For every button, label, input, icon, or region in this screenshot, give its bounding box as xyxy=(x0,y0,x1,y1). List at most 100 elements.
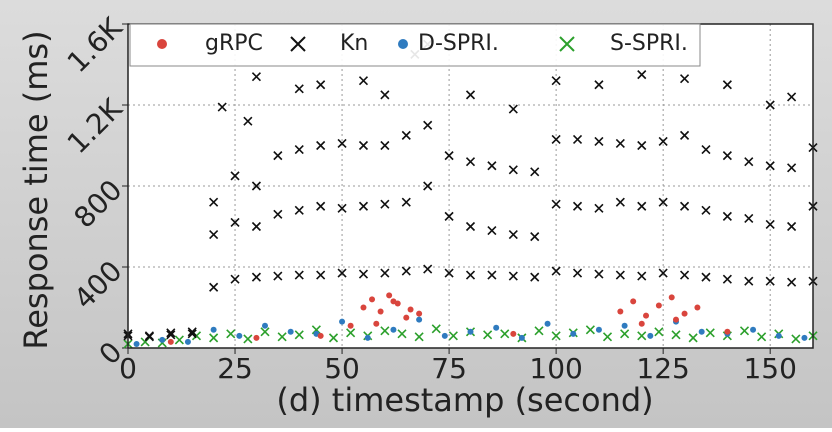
point xyxy=(791,334,801,344)
point xyxy=(595,326,602,333)
marker-stroke xyxy=(722,151,732,161)
marker-stroke xyxy=(251,272,262,282)
x-tick-label: 0 xyxy=(119,352,137,385)
point xyxy=(694,304,701,311)
marker-stroke xyxy=(679,74,690,84)
point xyxy=(722,274,732,284)
x-tick-label: 150 xyxy=(743,352,796,385)
point xyxy=(251,72,262,82)
point xyxy=(701,144,711,155)
point xyxy=(144,331,154,341)
marker-stroke xyxy=(166,328,176,338)
marker-stroke xyxy=(701,272,711,282)
point xyxy=(530,167,540,177)
marker-stroke xyxy=(316,270,326,280)
marker-stroke xyxy=(787,277,797,287)
marker-stroke xyxy=(508,165,518,175)
point xyxy=(358,269,369,279)
marker-stroke xyxy=(230,217,240,228)
marker-stroke xyxy=(337,203,347,213)
point xyxy=(166,328,176,338)
marker-stroke xyxy=(671,330,681,340)
point xyxy=(167,338,174,345)
point xyxy=(679,201,690,211)
marker-stroke xyxy=(144,331,154,341)
point xyxy=(273,151,283,161)
point xyxy=(174,335,184,345)
point xyxy=(570,330,577,337)
point xyxy=(159,336,166,343)
point xyxy=(209,197,219,207)
point xyxy=(467,328,474,335)
marker-stroke xyxy=(316,140,326,151)
marker-stroke xyxy=(251,221,262,232)
point xyxy=(594,269,604,279)
marker-stroke xyxy=(423,181,433,191)
point xyxy=(401,197,411,207)
marker-stroke xyxy=(679,270,690,280)
point xyxy=(380,326,390,336)
marker-stroke xyxy=(380,326,390,336)
point xyxy=(390,298,397,305)
point xyxy=(637,140,647,151)
marker-stroke xyxy=(658,268,668,278)
point xyxy=(317,332,324,339)
point xyxy=(744,157,754,167)
marker-stroke xyxy=(243,334,253,344)
marker-stroke xyxy=(534,326,544,336)
marker-stroke xyxy=(380,90,390,100)
marker-stroke xyxy=(787,221,797,232)
marker-stroke xyxy=(701,205,711,215)
point xyxy=(287,328,294,335)
marker-stroke xyxy=(465,157,476,167)
point xyxy=(724,328,731,335)
point xyxy=(360,304,367,311)
point xyxy=(444,151,454,161)
point xyxy=(615,270,625,280)
marker-stroke xyxy=(423,120,433,130)
point xyxy=(294,84,304,94)
point xyxy=(615,197,625,207)
point xyxy=(431,324,441,334)
point xyxy=(620,329,630,339)
point xyxy=(294,205,304,215)
point xyxy=(668,294,675,301)
marker-stroke xyxy=(572,268,583,278)
marker-stroke xyxy=(787,163,797,173)
point xyxy=(414,332,424,342)
point xyxy=(722,80,732,90)
marker-stroke xyxy=(594,80,604,90)
point xyxy=(316,140,326,151)
point xyxy=(380,268,390,278)
marker-stroke xyxy=(483,330,493,340)
point xyxy=(230,217,240,228)
legend-marker xyxy=(157,39,167,49)
x-tick-label: 25 xyxy=(217,352,253,385)
marker-stroke xyxy=(316,80,326,90)
point xyxy=(744,276,754,286)
point xyxy=(465,270,476,280)
point xyxy=(637,331,647,341)
point xyxy=(757,332,767,342)
point xyxy=(518,334,525,341)
point xyxy=(380,90,390,100)
point xyxy=(765,219,775,230)
point xyxy=(243,116,253,126)
marker-stroke xyxy=(277,332,287,342)
marker-stroke xyxy=(530,167,540,177)
marker-stroke xyxy=(448,331,458,341)
point xyxy=(508,230,518,240)
point xyxy=(594,80,604,90)
point xyxy=(750,326,757,333)
point xyxy=(380,140,390,151)
marker-stroke xyxy=(530,232,540,242)
point xyxy=(390,326,397,333)
marker-stroke xyxy=(294,144,304,155)
point xyxy=(671,330,681,340)
legend-box xyxy=(129,23,701,67)
marker-stroke xyxy=(765,276,775,286)
point xyxy=(744,213,754,223)
point xyxy=(530,272,540,282)
point xyxy=(346,328,356,338)
marker-stroke xyxy=(765,100,775,110)
